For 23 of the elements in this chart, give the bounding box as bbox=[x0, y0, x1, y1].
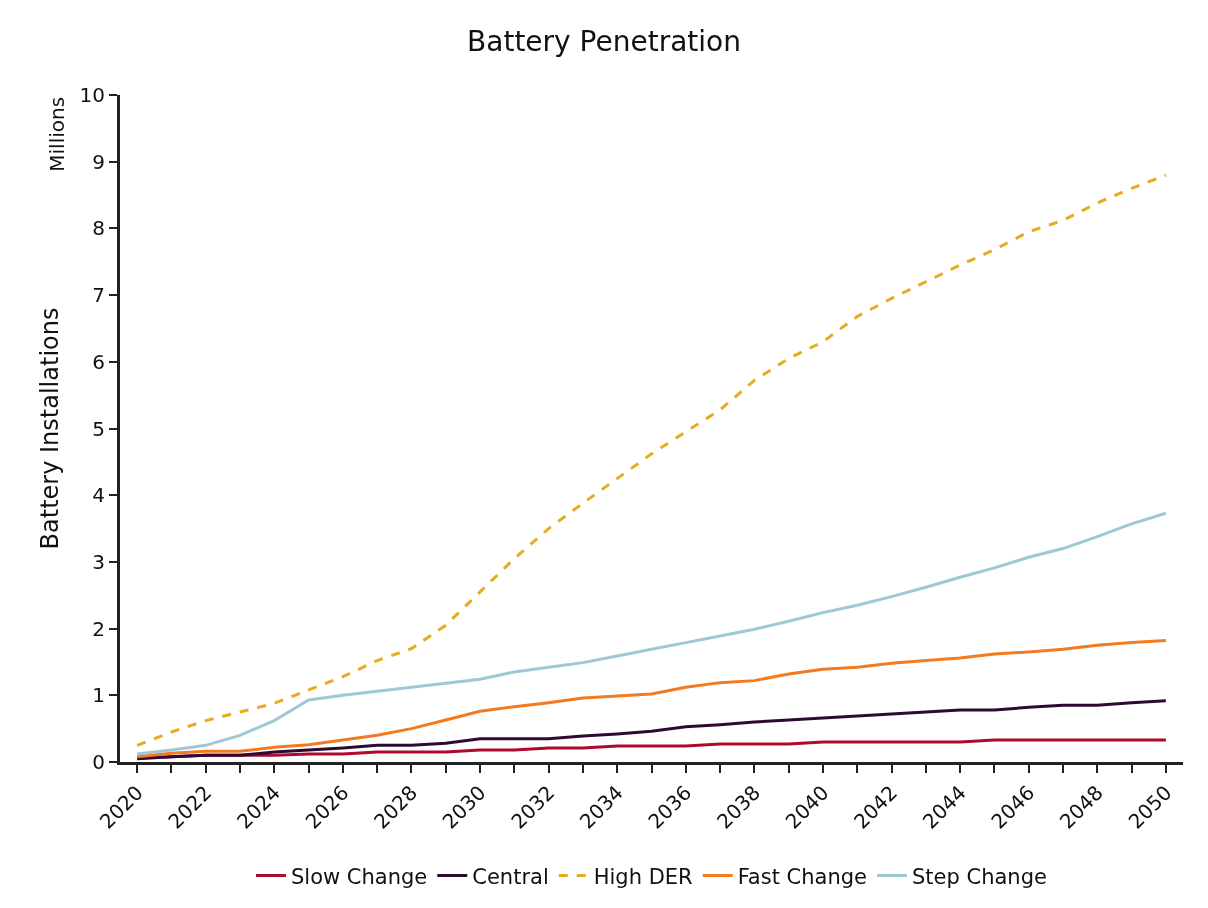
line-series bbox=[135, 639, 1168, 759]
line-series bbox=[135, 173, 1168, 747]
y-tick-label: 3 bbox=[92, 549, 105, 574]
y-tick-label: 5 bbox=[92, 416, 105, 441]
legend-label: High DER bbox=[593, 864, 693, 889]
line-series bbox=[135, 511, 1168, 756]
line-series bbox=[135, 699, 1168, 761]
y-axis-title: Battery Installations bbox=[35, 307, 64, 550]
legend-label: Step Change bbox=[912, 864, 1047, 889]
legend-label: Central bbox=[472, 864, 549, 889]
y-tick-label: 4 bbox=[92, 483, 105, 508]
text: Millions bbox=[44, 96, 69, 172]
y-tick-label: 2 bbox=[92, 616, 105, 641]
legend-label: Slow Change bbox=[291, 864, 428, 889]
y-tick-label: 1 bbox=[92, 683, 105, 708]
y-tick-label: 0 bbox=[92, 750, 105, 774]
y-tick-label: 7 bbox=[92, 283, 105, 308]
y-tick-label: 9 bbox=[92, 149, 105, 174]
legend-label: Fast Change bbox=[737, 864, 867, 889]
y-tick-label: 10 bbox=[79, 83, 105, 107]
chart-title: Battery Penetration bbox=[467, 25, 741, 59]
y-tick-label: 6 bbox=[92, 349, 105, 374]
y-tick-label: 8 bbox=[92, 216, 105, 241]
